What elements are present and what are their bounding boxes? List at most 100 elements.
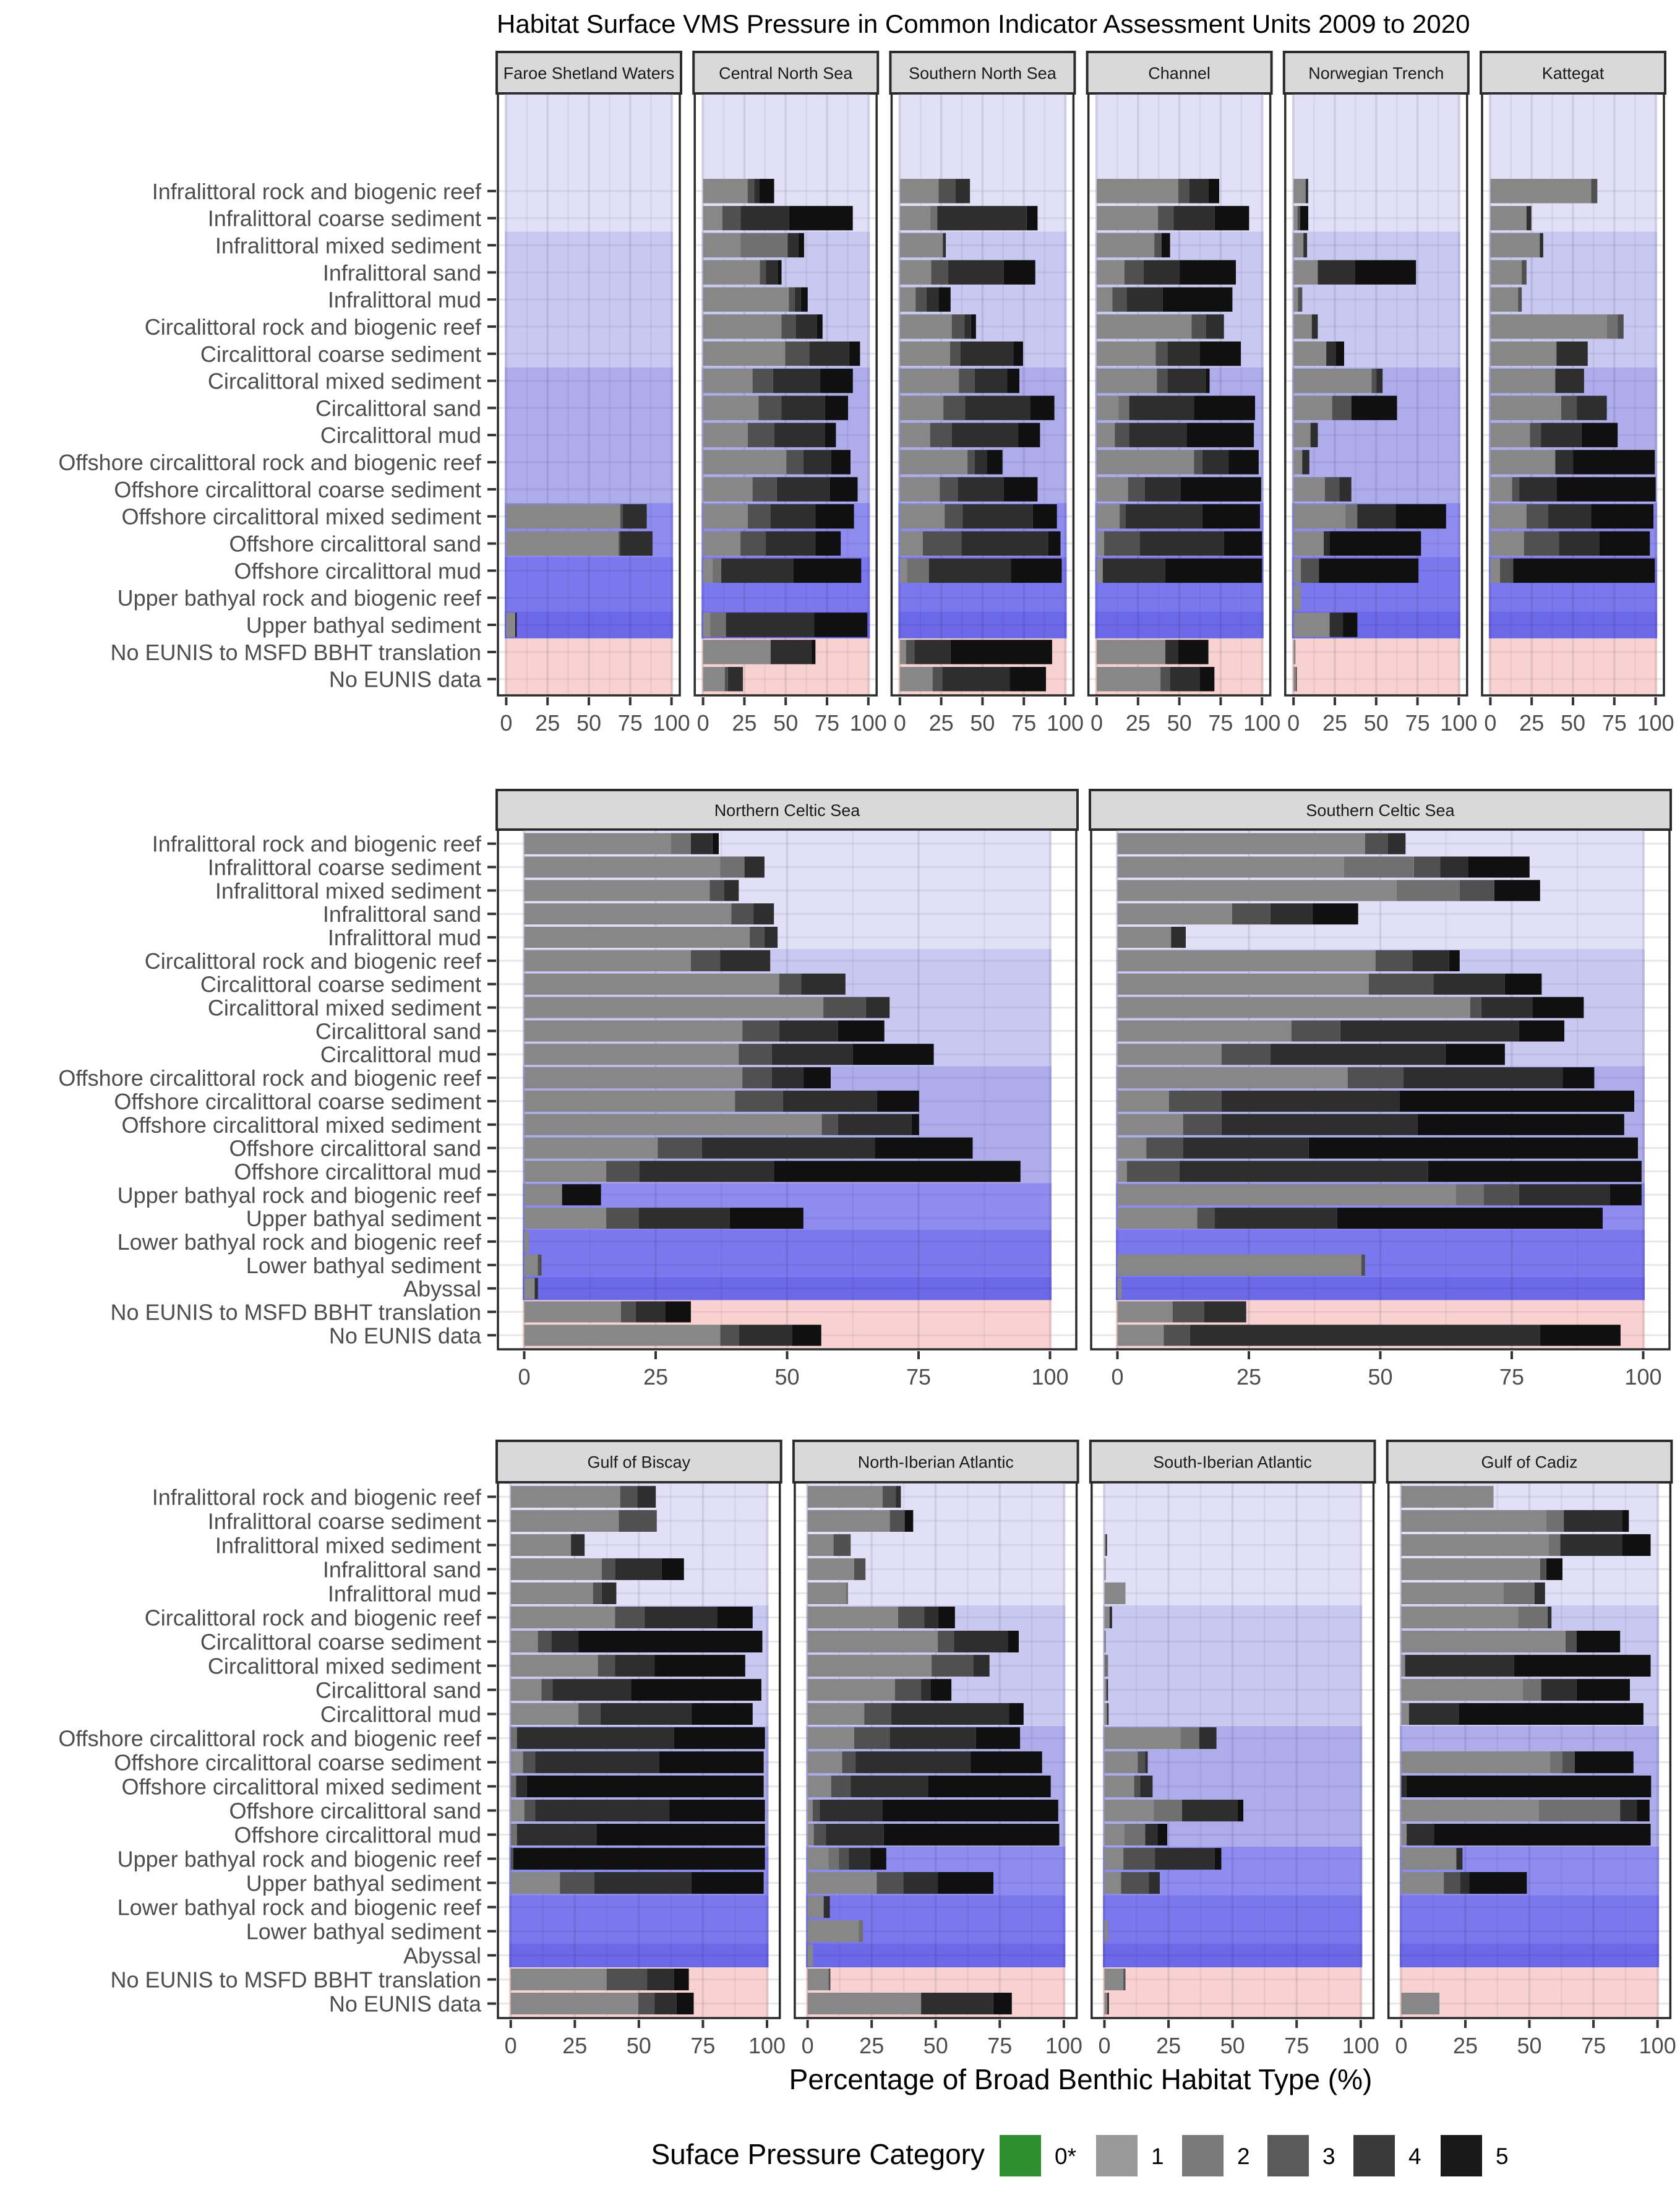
- svg-text:North-Iberian Atlantic: North-Iberian Atlantic: [858, 1453, 1014, 1472]
- svg-text:75: 75: [690, 2033, 715, 2058]
- svg-text:Circalittoral coarse sediment: Circalittoral coarse sediment: [200, 341, 481, 367]
- svg-text:Faroe Shetland Waters: Faroe Shetland Waters: [504, 64, 675, 83]
- svg-text:25: 25: [1236, 1364, 1261, 1390]
- svg-text:Infralittoral sand: Infralittoral sand: [323, 260, 481, 285]
- svg-text:Infralittoral mixed sediment: Infralittoral mixed sediment: [215, 878, 481, 903]
- svg-text:Circalittoral sand: Circalittoral sand: [315, 1678, 481, 1703]
- svg-text:Infralittoral mixed sediment: Infralittoral mixed sediment: [215, 233, 481, 258]
- svg-text:50: 50: [1364, 710, 1389, 736]
- svg-text:50: 50: [773, 710, 798, 736]
- svg-text:Offshore circalittoral sand: Offshore circalittoral sand: [229, 1798, 481, 1824]
- svg-text:Offshore circalittoral coarse: Offshore circalittoral coarse sediment: [114, 1089, 481, 1114]
- svg-text:25: 25: [643, 1364, 668, 1390]
- svg-text:Circalittoral mud: Circalittoral mud: [320, 423, 481, 448]
- svg-text:Circalittoral mixed sediment: Circalittoral mixed sediment: [208, 369, 481, 394]
- svg-text:Offshore circalittoral mud: Offshore circalittoral mud: [234, 558, 481, 583]
- svg-text:0: 0: [1395, 2033, 1407, 2058]
- svg-text:25: 25: [1453, 2033, 1478, 2058]
- svg-text:25: 25: [1519, 710, 1544, 736]
- svg-text:100: 100: [1440, 710, 1477, 736]
- svg-text:Circalittoral sand: Circalittoral sand: [315, 1018, 481, 1044]
- svg-text:Infralittoral mixed sediment: Infralittoral mixed sediment: [215, 1532, 481, 1558]
- svg-text:100: 100: [850, 710, 887, 736]
- svg-text:Infralittoral coarse sediment: Infralittoral coarse sediment: [208, 1508, 481, 1534]
- svg-text:75: 75: [1011, 710, 1036, 736]
- svg-text:Infralittoral rock and biogeni: Infralittoral rock and biogenic reef: [152, 179, 482, 204]
- svg-text:Circalittoral sand: Circalittoral sand: [315, 395, 481, 421]
- svg-text:25: 25: [1126, 710, 1151, 736]
- svg-text:Gulf of Cadiz: Gulf of Cadiz: [1481, 1453, 1577, 1472]
- svg-text:75: 75: [1208, 710, 1233, 736]
- svg-text:Offshore circalittoral coarse: Offshore circalittoral coarse sediment: [114, 477, 481, 502]
- svg-text:Norwegian Trench: Norwegian Trench: [1308, 64, 1444, 83]
- svg-text:50: 50: [576, 710, 601, 736]
- svg-text:Circalittoral mixed sediment: Circalittoral mixed sediment: [208, 1654, 481, 1679]
- svg-text:50: 50: [1561, 710, 1585, 736]
- svg-text:2: 2: [1237, 2144, 1250, 2169]
- svg-text:Offshore circalittoral coarse: Offshore circalittoral coarse sediment: [114, 1750, 481, 1776]
- svg-text:No EUNIS data: No EUNIS data: [329, 667, 482, 692]
- svg-text:75: 75: [618, 710, 643, 736]
- svg-text:Southern Celtic Sea: Southern Celtic Sea: [1306, 801, 1455, 820]
- svg-text:Offshore circalittoral mixed s: Offshore circalittoral mixed sediment: [121, 504, 481, 530]
- svg-text:1: 1: [1151, 2144, 1164, 2169]
- svg-text:25: 25: [535, 710, 560, 736]
- svg-text:Southern North Sea: Southern North Sea: [909, 64, 1057, 83]
- svg-text:0: 0: [518, 1364, 530, 1390]
- svg-text:75: 75: [1405, 710, 1430, 736]
- svg-text:0: 0: [697, 710, 709, 736]
- svg-text:Circalittoral rock and biogeni: Circalittoral rock and biogenic reef: [145, 948, 482, 974]
- svg-text:Offshore circalittoral mixed s: Offshore circalittoral mixed sediment: [121, 1774, 481, 1800]
- svg-text:0: 0: [1091, 710, 1103, 736]
- svg-text:25: 25: [929, 710, 954, 736]
- svg-text:25: 25: [1322, 710, 1347, 736]
- svg-text:0: 0: [1111, 1364, 1123, 1390]
- svg-text:Lower bathyal rock and biogeni: Lower bathyal rock and biogenic reef: [118, 1895, 482, 1920]
- svg-text:Percentage of Broad Benthic Ha: Percentage of Broad Benthic Habitat Type…: [789, 2063, 1373, 2095]
- svg-text:Abyssal: Abyssal: [403, 1943, 481, 1969]
- svg-text:Circalittoral rock and biogeni: Circalittoral rock and biogenic reef: [145, 314, 482, 340]
- svg-text:No EUNIS to MSFD BBHT translat: No EUNIS to MSFD BBHT translation: [110, 640, 481, 665]
- svg-text:100: 100: [1624, 1364, 1661, 1390]
- svg-text:25: 25: [1156, 2033, 1181, 2058]
- svg-text:Channel: Channel: [1148, 64, 1211, 83]
- svg-text:100: 100: [653, 710, 690, 736]
- svg-text:100: 100: [748, 2033, 786, 2058]
- svg-text:4: 4: [1408, 2144, 1421, 2169]
- svg-text:100: 100: [1243, 710, 1280, 736]
- svg-text:Kattegat: Kattegat: [1542, 64, 1605, 83]
- svg-text:Circalittoral rock and biogeni: Circalittoral rock and biogenic reef: [145, 1605, 482, 1631]
- svg-text:No EUNIS to MSFD BBHT translat: No EUNIS to MSFD BBHT translation: [110, 1300, 481, 1325]
- svg-text:5: 5: [1496, 2144, 1509, 2169]
- svg-text:Abyssal: Abyssal: [403, 1276, 481, 1302]
- svg-text:75: 75: [1581, 2033, 1606, 2058]
- svg-text:75: 75: [1284, 2033, 1309, 2058]
- svg-text:Infralittoral sand: Infralittoral sand: [323, 1557, 481, 1582]
- svg-text:Gulf of Biscay: Gulf of Biscay: [588, 1453, 691, 1472]
- svg-text:0: 0: [505, 2033, 517, 2058]
- svg-text:Circalittoral coarse sediment: Circalittoral coarse sediment: [200, 1630, 481, 1655]
- svg-text:Lower bathyal sediment: Lower bathyal sediment: [246, 1919, 481, 1944]
- svg-text:75: 75: [906, 1364, 931, 1390]
- svg-text:Offshore circalittoral rock an: Offshore circalittoral rock and biogenic…: [58, 1065, 482, 1091]
- svg-text:No EUNIS data: No EUNIS data: [329, 1991, 482, 2017]
- svg-text:Upper bathyal rock and biogeni: Upper bathyal rock and biogenic reef: [118, 585, 482, 611]
- svg-text:50: 50: [627, 2033, 651, 2058]
- svg-text:Infralittoral mud: Infralittoral mud: [328, 925, 481, 950]
- svg-text:Central North Sea: Central North Sea: [719, 64, 853, 83]
- svg-text:0: 0: [1484, 710, 1496, 736]
- svg-text:0: 0: [1287, 710, 1300, 736]
- svg-text:Offshore circalittoral mud: Offshore circalittoral mud: [234, 1823, 481, 1848]
- svg-text:Habitat Surface VMS Pressure i: Habitat Surface VMS Pressure in Common I…: [497, 9, 1470, 38]
- svg-text:50: 50: [1517, 2033, 1541, 2058]
- svg-text:Offshore circalittoral mud: Offshore circalittoral mud: [234, 1159, 481, 1184]
- svg-text:Upper bathyal sediment: Upper bathyal sediment: [246, 612, 481, 638]
- svg-text:50: 50: [970, 710, 995, 736]
- svg-text:Infralittoral rock and biogeni: Infralittoral rock and biogenic reef: [152, 831, 482, 857]
- svg-text:50: 50: [1368, 1364, 1392, 1390]
- svg-text:Offshore circalittoral sand: Offshore circalittoral sand: [229, 1136, 481, 1161]
- svg-text:South-Iberian Atlantic: South-Iberian Atlantic: [1153, 1453, 1312, 1472]
- svg-text:Upper bathyal rock and biogeni: Upper bathyal rock and biogenic reef: [118, 1847, 482, 1872]
- svg-text:100: 100: [1047, 710, 1084, 736]
- svg-text:Offshore circalittoral rock an: Offshore circalittoral rock and biogenic…: [58, 450, 482, 475]
